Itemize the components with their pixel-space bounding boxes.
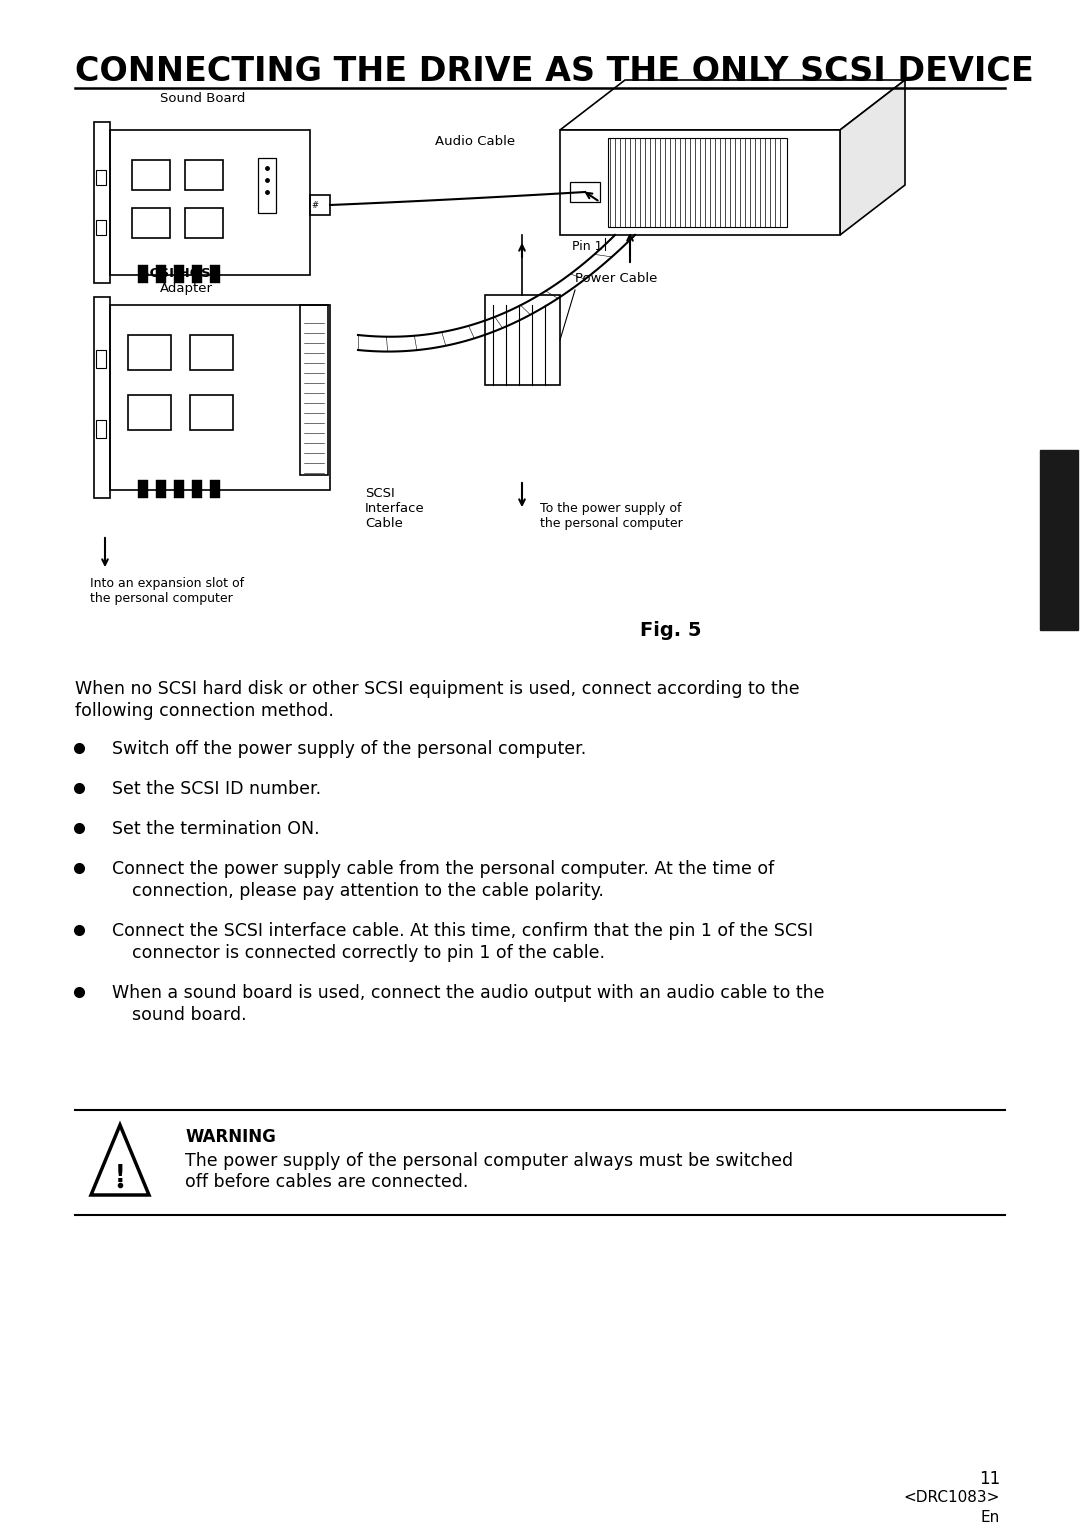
Text: the personal computer: the personal computer [540,517,683,530]
Bar [138,480,148,498]
Text: Connect the SCSI interface cable. At this time, confirm that the pin 1 of the SC: Connect the SCSI interface cable. At thi… [112,921,813,940]
Bar [185,208,222,238]
Bar [190,396,233,429]
Text: connection, please pay attention to the cable polarity.: connection, please pay attention to the … [132,881,604,900]
Bar [110,130,310,274]
Text: The power supply of the personal computer always must be switched: The power supply of the personal compute… [185,1151,793,1170]
Text: the personal computer: the personal computer [90,592,233,606]
Text: Connect the power supply cable from the personal computer. At the time of: Connect the power supply cable from the … [112,860,774,878]
Text: following connection method.: following connection method. [75,702,334,721]
Text: sound board.: sound board. [132,1006,246,1024]
Text: En: En [981,1510,1000,1525]
Text: Fig. 5: Fig. 5 [640,621,702,639]
Text: !: ! [114,1164,125,1188]
Bar [110,305,330,491]
Text: When no SCSI hard disk or other SCSI equipment is used, connect according to the: When no SCSI hard disk or other SCSI equ… [75,681,799,698]
Text: Power Cable: Power Cable [575,271,658,285]
Bar [94,297,110,498]
Bar [156,480,166,498]
Text: <DRC1083>: <DRC1083> [904,1490,1000,1505]
Bar [190,336,233,369]
Polygon shape [840,80,905,235]
Polygon shape [561,80,905,130]
Text: connector is connected correctly to pin 1 of the cable.: connector is connected correctly to pin … [132,944,605,963]
Bar [132,208,170,238]
Bar [210,480,220,498]
Bar [96,221,106,235]
Bar [310,195,330,215]
Bar [192,480,202,498]
Bar [608,138,787,227]
Bar [94,123,110,284]
Bar [570,182,600,202]
Bar [192,265,202,284]
Text: Switch off the power supply of the personal computer.: Switch off the power supply of the perso… [112,740,586,757]
Text: Interface: Interface [365,501,424,515]
Text: SCSI HOST: SCSI HOST [140,267,219,281]
Bar [1040,451,1078,630]
Bar [174,265,184,284]
Bar [185,159,222,190]
Bar [156,265,166,284]
Text: Adapter: Adapter [160,282,213,294]
Bar [300,305,328,475]
Text: Cable: Cable [365,517,403,530]
Text: off before cables are connected.: off before cables are connected. [185,1173,469,1191]
Bar [129,396,171,429]
Bar [138,265,148,284]
Text: CONNECTING THE DRIVE AS THE ONLY SCSI DEVICE: CONNECTING THE DRIVE AS THE ONLY SCSI DE… [75,55,1034,87]
Bar [258,158,276,213]
Text: WARNING: WARNING [185,1128,275,1147]
Text: Audio Cable: Audio Cable [435,135,515,149]
Text: Pin 1: Pin 1 [572,241,603,253]
Bar [96,350,106,368]
Text: To the power supply of: To the power supply of [540,501,681,515]
Bar [129,336,171,369]
Text: When a sound board is used, connect the audio output with an audio cable to the: When a sound board is used, connect the … [112,984,824,1003]
Text: SCSI: SCSI [365,487,395,500]
Polygon shape [91,1125,149,1196]
Bar [485,294,561,385]
Text: Set the SCSI ID number.: Set the SCSI ID number. [112,780,321,799]
Text: #: # [311,201,319,210]
Bar [132,159,170,190]
Bar [210,265,220,284]
Bar [561,130,840,235]
Bar [174,480,184,498]
Text: Into an expansion slot of: Into an expansion slot of [90,576,244,590]
Bar [96,420,106,438]
Text: Set the termination ON.: Set the termination ON. [112,820,320,839]
Bar [96,170,106,185]
Text: 11: 11 [978,1470,1000,1489]
Text: Sound Board: Sound Board [160,92,245,104]
